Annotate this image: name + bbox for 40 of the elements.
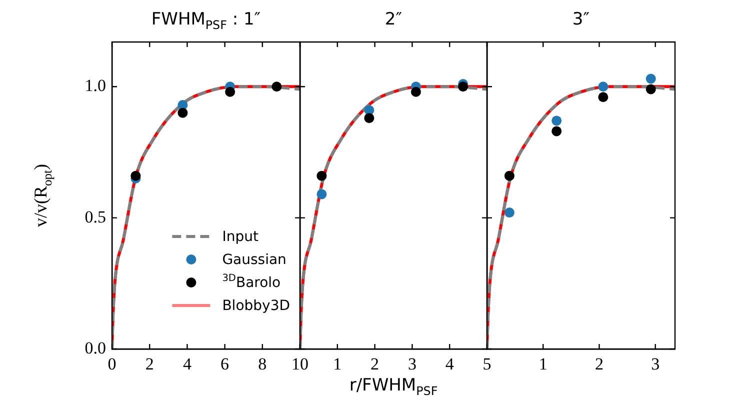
point	[316, 170, 327, 181]
point	[410, 86, 421, 97]
point	[272, 82, 282, 92]
x-tick-label: 1	[538, 354, 548, 374]
y-axis-title: v/v(Ropt)	[30, 164, 55, 228]
y-tick-label: 1.0	[84, 76, 106, 96]
point	[504, 208, 514, 218]
x-tick-label: 4	[445, 354, 454, 374]
x-tick-label: 0	[108, 354, 116, 374]
x-tick-label: 2	[145, 354, 154, 374]
point	[646, 84, 656, 94]
x-tick-label: 3	[651, 354, 660, 374]
legend-label: Input	[222, 229, 259, 246]
point	[646, 74, 656, 84]
legend-label: Gaussian	[222, 252, 286, 268]
point	[598, 82, 608, 92]
point	[364, 113, 374, 124]
y-tick-label: 0.0	[84, 338, 106, 358]
point	[316, 189, 327, 200]
x-tick-label: 1	[333, 354, 342, 374]
chart-title: 3″	[572, 9, 590, 30]
x-tick-label: 4	[182, 354, 192, 374]
y-tick-label: 0.5	[84, 207, 106, 226]
point	[552, 126, 562, 136]
legend-label: Blobby3D	[222, 298, 290, 314]
point	[458, 82, 468, 92]
point	[178, 108, 188, 118]
point	[130, 170, 141, 181]
x-tick-label: 2	[594, 354, 604, 374]
x-tick-label: 6	[220, 354, 230, 374]
x-tick-label: 5	[482, 354, 492, 374]
x-tick-label: 3	[408, 354, 416, 374]
x-tick-label: 10	[292, 354, 308, 374]
point	[598, 92, 608, 102]
point	[504, 170, 514, 181]
point	[552, 116, 562, 126]
chart-title: 2″	[384, 9, 402, 30]
x-tick-label: 2	[370, 354, 380, 374]
x-tick-label: 8	[258, 354, 267, 374]
point	[225, 86, 236, 97]
